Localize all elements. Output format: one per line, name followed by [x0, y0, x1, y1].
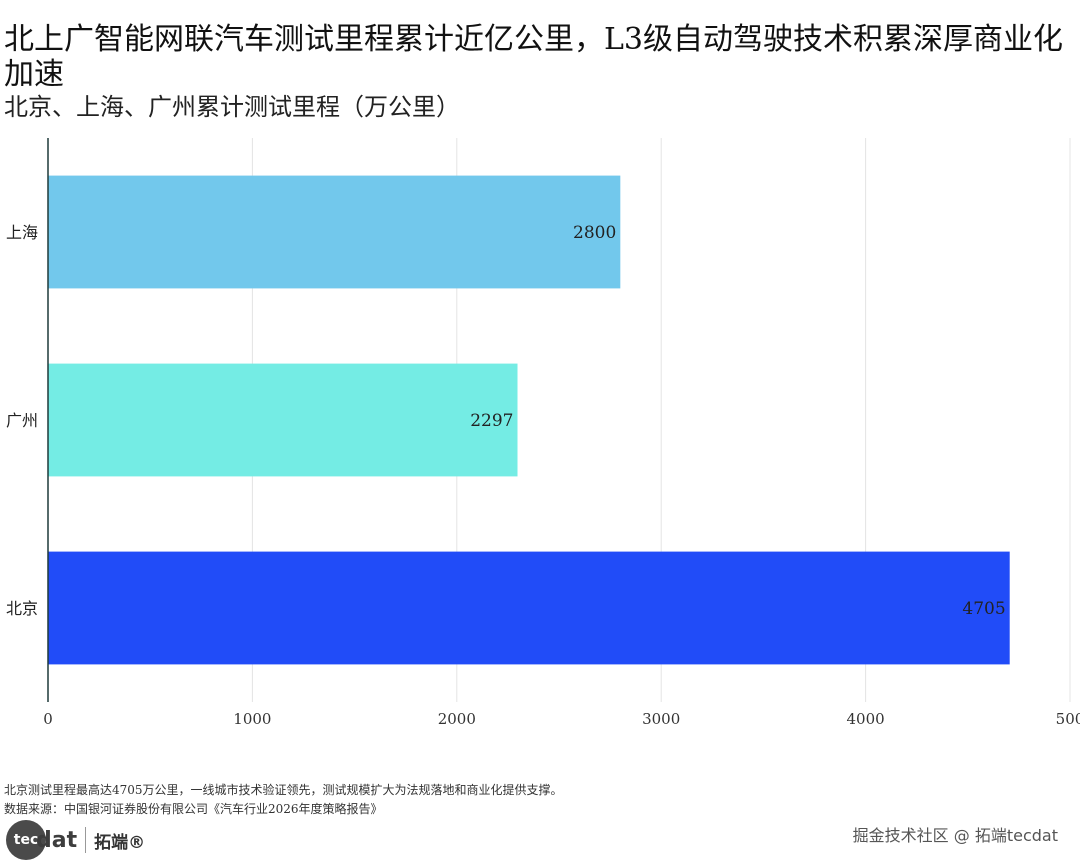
- x-tick-label: 500: [1056, 710, 1080, 728]
- chart-subtitle: 北京、上海、广州累计测试里程（万公里）: [4, 93, 460, 121]
- x-tick-label: 4000: [847, 710, 885, 728]
- y-category-label: 广州: [6, 411, 38, 430]
- y-category-label: 北京: [6, 599, 38, 618]
- chart-title: 北上广智能网联汽车测试里程累计近亿公里，L3级自动驾驶技术积累深厚商业化加速: [4, 22, 1064, 92]
- chart-note: 北京测试里程最高达4705万公里，一线城市技术验证领先，测试规模扩大为法规落地和…: [4, 783, 563, 797]
- brand-word: dat: [36, 827, 78, 853]
- x-tick-label: 3000: [642, 710, 680, 728]
- x-tick-label: 0: [43, 710, 53, 728]
- y-category-label: 上海: [6, 223, 38, 242]
- x-tick-label: 2000: [438, 710, 476, 728]
- bar: [48, 551, 1010, 665]
- brand-divider: [85, 827, 87, 853]
- brand-name-cn: 拓端®: [94, 832, 146, 853]
- watermark: 掘金技术社区 @ 拓端tecdat: [852, 826, 1058, 845]
- brand-logo: tec dat 拓端®: [6, 818, 145, 862]
- bar: [48, 363, 518, 477]
- x-tick-label: 1000: [233, 710, 271, 728]
- bar-value-label: 2297: [470, 411, 513, 431]
- tecdat-logo-icon: tec: [6, 820, 46, 860]
- chart-source: 数据来源：中国银河证券股份有限公司《汽车行业2026年度策略报告》: [4, 802, 383, 816]
- bar-value-label: 2800: [573, 223, 616, 243]
- bar: [48, 175, 621, 289]
- bar-value-label: 4705: [962, 599, 1005, 619]
- bar-chart: 0 1000 2000 3000 4000 500 2800 上海 2297 广州 4705 北京: [6, 138, 1080, 728]
